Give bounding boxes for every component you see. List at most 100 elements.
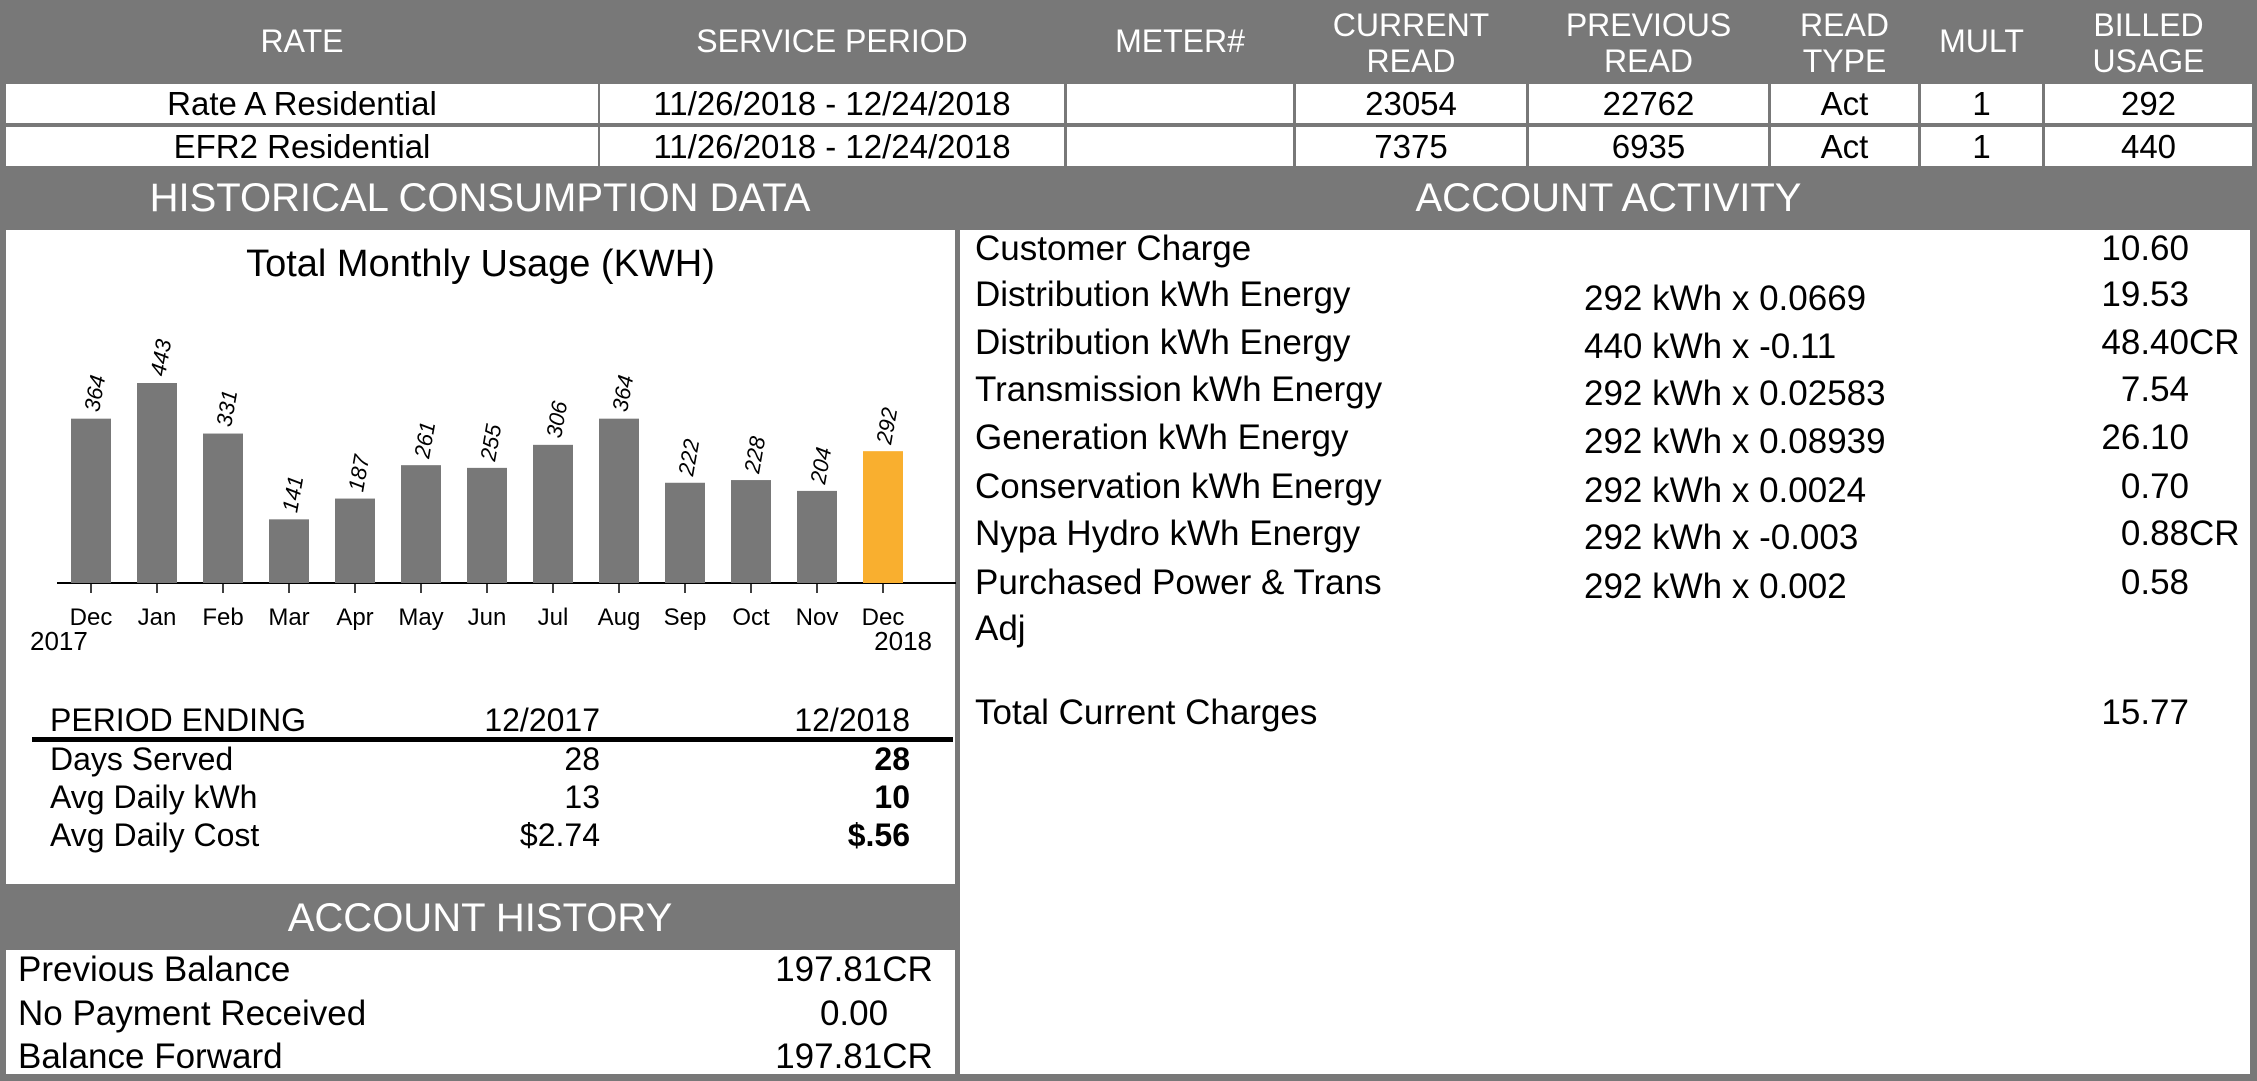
year-label-start: 2017 <box>30 626 88 656</box>
x-tick-label: Aug <box>598 604 641 631</box>
meter-cell: 11/26/2018 - 12/24/2018 <box>600 127 1064 166</box>
x-tick-label: Jan <box>138 604 177 631</box>
meter-cell: EFR2 Residential <box>6 127 598 166</box>
col-header-meter: METER# <box>1115 23 1245 59</box>
bar-may <box>401 465 441 583</box>
x-tick-label: Oct <box>732 604 770 631</box>
history-label: Balance Forward <box>18 1037 283 1076</box>
activity-label-continuation: Adj <box>975 609 1026 648</box>
activity-amount: 0.70 <box>2120 467 2189 506</box>
bar-value-label: 141 <box>277 474 308 515</box>
bar-jul <box>533 444 573 583</box>
period-header-label: PERIOD ENDING <box>50 702 307 738</box>
total-charges-amount: 15.77 <box>2101 693 2189 732</box>
bar-aug <box>599 418 639 583</box>
col-header-mult: MULT <box>1939 23 2024 59</box>
period-value-2017: 13 <box>564 779 600 815</box>
period-value-2018: $.56 <box>847 817 910 853</box>
bar-dec <box>863 451 903 583</box>
x-tick-label: Sep <box>664 604 707 631</box>
history-value: 197.81CR <box>775 950 933 989</box>
meter-cell: 1 <box>1921 127 2042 166</box>
activity-amount: 0.58 <box>2120 563 2189 602</box>
bar-value-label: 364 <box>79 373 110 414</box>
usage-bar-chart: Dec 364 Jan 443 Feb 331 Mar 141 Apr 187 May 261 Jun 2… <box>30 337 956 656</box>
year-label-end: 2018 <box>874 626 932 656</box>
bar-value-label: 261 <box>409 420 440 461</box>
activity-credit-suffix: CR <box>2189 514 2240 553</box>
meter-cell: 23054 <box>1296 84 1526 123</box>
period-row-label: Days Served <box>50 741 234 777</box>
bar-mar <box>269 519 309 583</box>
activity-calc: 440 kWh x -0.11 <box>1584 327 1837 366</box>
bar-apr <box>335 498 375 583</box>
meter-cell <box>1067 84 1293 123</box>
meter-cell: 440 <box>2045 127 2252 166</box>
meter-cell: 292 <box>2045 84 2252 123</box>
bar-value-label: 331 <box>211 388 242 429</box>
activity-label: Generation kWh Energy <box>975 418 1349 457</box>
activity-label: Distribution kWh Energy <box>975 323 1351 362</box>
bar-value-label: 364 <box>607 373 638 414</box>
bar-oct <box>731 480 771 583</box>
col-header-current-read: CURRENT READ <box>1332 7 1490 79</box>
period-header-2017: 12/2017 <box>484 702 600 738</box>
activity-calc: 292 kWh x 0.02583 <box>1584 374 1886 413</box>
bar-value-label: 443 <box>145 337 176 378</box>
bar-value-label: 222 <box>673 437 704 478</box>
period-value-2017: $2.74 <box>519 817 600 853</box>
meter-cell: 11/26/2018 - 12/24/2018 <box>600 84 1064 123</box>
bar-jun <box>467 467 507 583</box>
meter-cell: Act <box>1771 84 1918 123</box>
period-row-label: Avg Daily kWh <box>50 779 258 815</box>
period-value-2018: 28 <box>874 741 910 777</box>
chart-title: Total Monthly Usage (KWH) <box>246 243 715 285</box>
history-panel <box>6 950 955 1074</box>
activity-label: Customer Charge <box>975 229 1252 268</box>
activity-amount: 7.54 <box>2120 370 2189 409</box>
activity-panel <box>960 230 2250 1074</box>
history-label: No Payment Received <box>18 994 367 1033</box>
activity-label: Conservation kWh Energy <box>975 467 1382 506</box>
period-value-2017: 28 <box>564 741 600 777</box>
x-tick-label: Dec <box>70 604 113 631</box>
period-header-2018: 12/2018 <box>794 702 910 738</box>
activity-section-title: ACCOUNT ACTIVITY <box>1415 176 1802 220</box>
activity-amount: 48.40 <box>2101 323 2189 362</box>
x-tick-label: May <box>398 604 443 631</box>
col-header-billed-usage: BILLED USAGE <box>2092 7 2205 79</box>
meter-cell: Act <box>1771 127 1918 166</box>
x-tick-label: Jul <box>538 604 569 631</box>
activity-amount: 19.53 <box>2101 275 2189 314</box>
activity-amount: 10.60 <box>2101 229 2189 268</box>
bar-feb <box>203 433 243 583</box>
history-section-title: ACCOUNT HISTORY <box>287 896 673 940</box>
meter-cell: Rate A Residential <box>6 84 598 123</box>
col-header-read-type: READ TYPE <box>1800 7 1889 79</box>
period-row-label: Avg Daily Cost <box>50 817 260 853</box>
bar-jan <box>137 383 177 583</box>
activity-calc: 292 kWh x 0.0024 <box>1584 471 1867 510</box>
activity-amount: 0.88 <box>2120 514 2189 553</box>
activity-credit-suffix: CR <box>2189 323 2240 362</box>
x-tick-label: Nov <box>796 604 839 631</box>
col-header-service-period: SERVICE PERIOD <box>696 23 968 59</box>
bar-value-label: 292 <box>871 406 902 447</box>
x-tick-label: Jun <box>468 604 507 631</box>
activity-calc: 292 kWh x 0.0669 <box>1584 279 1867 318</box>
activity-calc: 292 kWh x -0.003 <box>1584 518 1859 557</box>
history-value: 197.81CR <box>775 1037 933 1076</box>
activity-label: Distribution kWh Energy <box>975 275 1351 314</box>
bar-value-label: 204 <box>805 445 836 486</box>
total-charges-label: Total Current Charges <box>975 693 1318 732</box>
col-header-previous-read: PREVIOUS READ <box>1565 7 1732 79</box>
bar-value-label: 255 <box>475 422 506 464</box>
bar-nov <box>797 490 837 583</box>
historical-section-title: HISTORICAL CONSUMPTION DATA <box>149 176 811 220</box>
period-divider <box>32 737 953 742</box>
x-tick-label: Dec <box>862 604 905 631</box>
bar-value-label: 187 <box>343 452 374 493</box>
meter-cell <box>1067 127 1293 166</box>
activity-calc: 292 kWh x 0.08939 <box>1584 422 1886 461</box>
activity-amount: 26.10 <box>2101 418 2189 457</box>
